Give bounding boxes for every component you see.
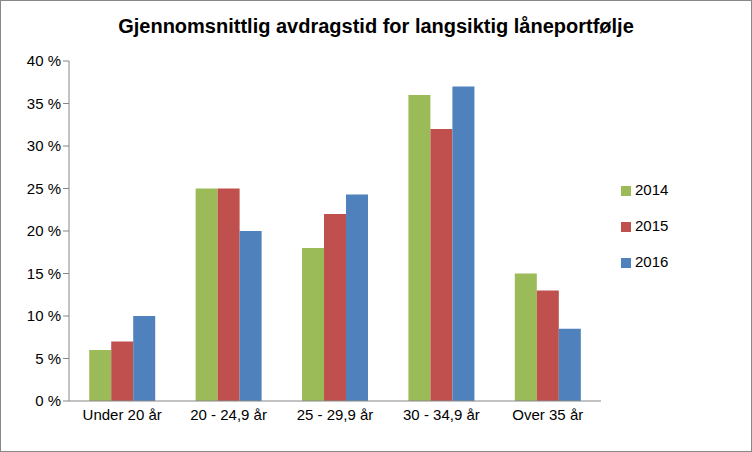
svg-text:10 %: 10 % [27, 307, 61, 324]
svg-text:Under 20 år: Under 20 år [83, 406, 162, 423]
svg-text:30 %: 30 % [27, 137, 61, 154]
svg-text:25 - 29,9 år: 25 - 29,9 år [297, 406, 374, 423]
svg-text:20 - 24,9 år: 20 - 24,9 år [190, 406, 267, 423]
html-text:2016: 2016 [635, 253, 669, 270]
svg-text:0 %: 0 % [35, 392, 61, 409]
html-text:2014: 2014 [635, 181, 669, 198]
svg-text:25 %: 25 % [27, 180, 61, 197]
svg-text:30 - 34,9 år: 30 - 34,9 år [403, 406, 480, 423]
html-text:Gjennomsnittlig avdragstid for: Gjennomsnittlig avdragstid for langsikti… [118, 15, 634, 37]
svg-text:40 %: 40 % [27, 52, 61, 69]
svg-text:5 %: 5 % [35, 350, 61, 367]
svg-text:35 %: 35 % [27, 95, 61, 112]
svg-text:Over 35 år: Over 35 år [512, 406, 583, 423]
svg-text:20 %: 20 % [27, 222, 61, 239]
html-text:2015: 2015 [635, 217, 669, 234]
svg-text:15 %: 15 % [27, 265, 61, 282]
